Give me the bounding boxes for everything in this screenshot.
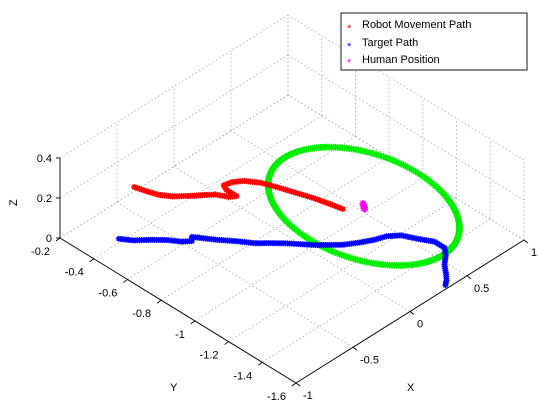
x-tick-label: -0.5 (360, 354, 379, 366)
human-position-marker (361, 206, 368, 213)
robot-path-marker (339, 205, 346, 212)
y-tick-label: -0.6 (98, 287, 117, 299)
legend-label-human: Human Position (362, 54, 440, 66)
wall-y-grid-horizontal (59, 94, 289, 239)
y-tick-label: -1.6 (267, 391, 286, 403)
x-tick (409, 311, 415, 315)
y-tick-label: -0.8 (132, 308, 151, 320)
legend-marker-target: * (347, 41, 352, 53)
legend-label-target: Target Path (362, 37, 418, 49)
x-tick-label: -1 (303, 390, 313, 402)
y-tick-label: -1.4 (233, 370, 252, 382)
y-tick-label: -1.2 (200, 350, 219, 362)
legend-label-robot: Robot Movement Path (362, 19, 471, 31)
y-axis-label: Y (170, 382, 178, 394)
target-path-marker (442, 282, 449, 289)
x-axis-label: X (407, 382, 415, 394)
y-tick (258, 361, 263, 366)
legend: * Robot Movement Path * Target Path * Hu… (340, 12, 528, 71)
circle-path-marker (415, 170, 423, 178)
wall-y-grid-horizontal (59, 14, 289, 159)
floor-grid-x (116, 201, 354, 348)
floor-grid-y (127, 136, 356, 280)
floor-grid-y (93, 115, 322, 260)
legend-box (340, 12, 528, 71)
legend-marker-human: * (347, 57, 352, 69)
y-tick (123, 279, 128, 283)
floor-grid-y (194, 177, 424, 322)
y-tick-label: -1 (175, 329, 185, 341)
y-tick (55, 237, 61, 242)
x-tick-label: 0 (417, 319, 423, 331)
y-tick (156, 299, 162, 304)
y-tick-label: -0.4 (65, 267, 84, 279)
y-axis-line (59, 237, 297, 384)
data-series (115, 143, 463, 289)
wall-x-grid-horizontal (287, 54, 525, 201)
x-tick-label: 0.5 (474, 283, 489, 295)
tick-labels: -1 -0.5 0 0.5 1 -0.2 -0.4 -0.6 -0.8 -1 -1.2 -1.4 -1.… (31, 153, 537, 403)
z-axis-label: Z (8, 199, 20, 206)
wall-y-grid-horizontal (59, 54, 289, 199)
x-tick (523, 239, 529, 244)
y-tick (89, 258, 94, 263)
y-tick (224, 341, 229, 345)
floor-grid-y (228, 198, 457, 342)
x-tick (466, 275, 472, 280)
legend-marker-robot: * (347, 23, 352, 35)
y-tick (190, 320, 196, 325)
floor-grid-y (160, 156, 390, 301)
z-tick-label: 0.2 (37, 193, 52, 205)
x-tick (295, 382, 301, 387)
x-tick (352, 346, 358, 351)
y-tick (291, 382, 297, 387)
z-tick-label: 0.4 (37, 153, 52, 165)
x-tick-label: 1 (531, 247, 537, 259)
z-tick-label: 0 (46, 233, 52, 245)
y-tick-label: -0.2 (31, 246, 50, 258)
